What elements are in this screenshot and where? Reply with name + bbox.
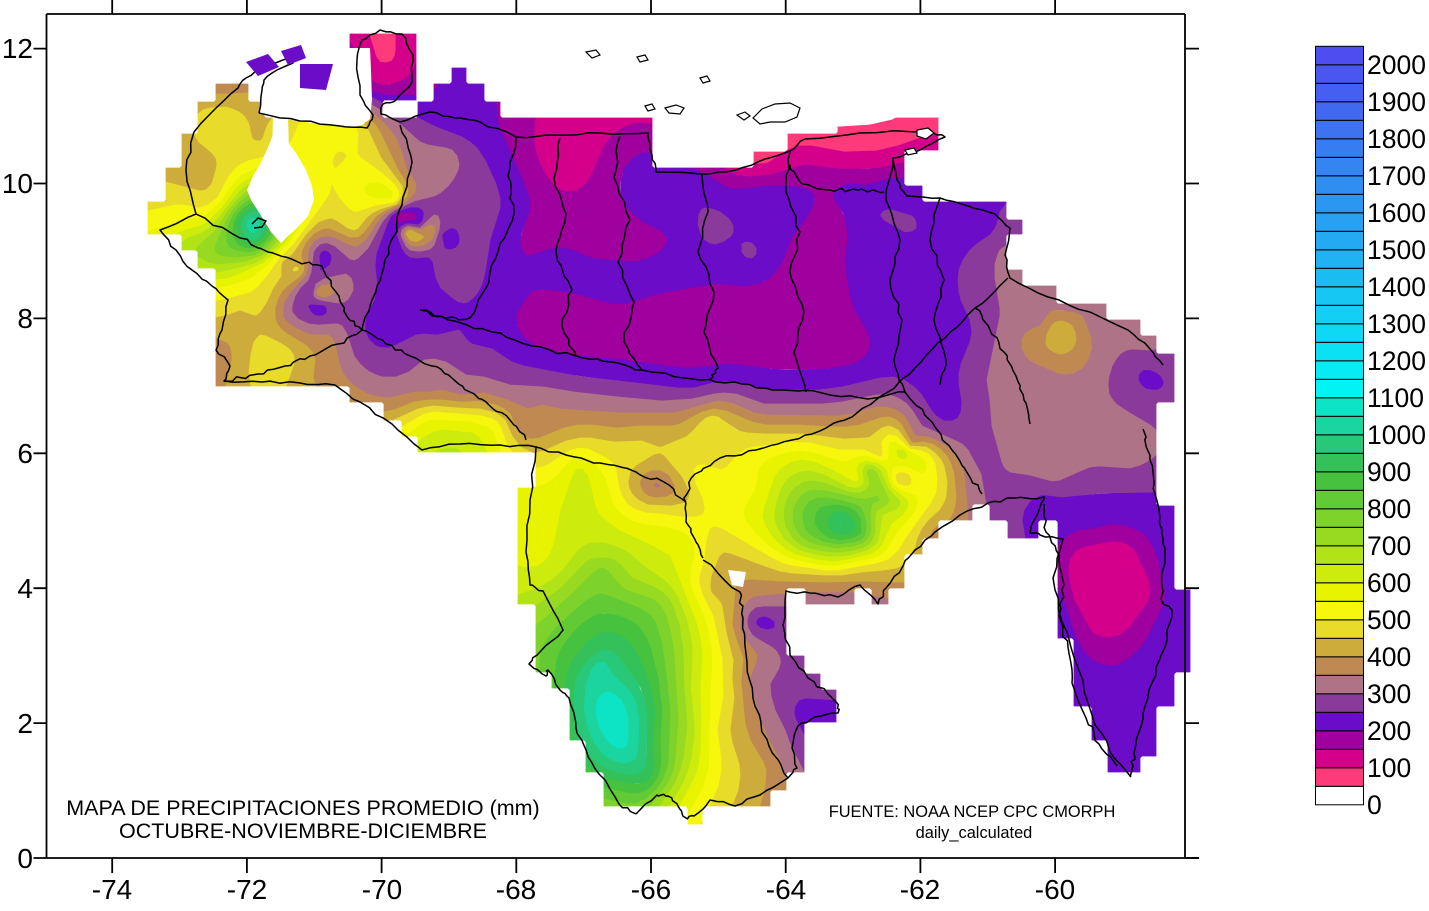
svg-text:OCTUBRE-NOVIEMBRE-DICIEMBRE: OCTUBRE-NOVIEMBRE-DICIEMBRE <box>119 819 487 843</box>
svg-text:800: 800 <box>1367 494 1411 524</box>
svg-text:10: 10 <box>2 168 33 199</box>
svg-text:200: 200 <box>1367 716 1411 746</box>
svg-text:1200: 1200 <box>1367 346 1426 376</box>
svg-text:-64: -64 <box>766 874 806 905</box>
svg-text:12: 12 <box>2 33 33 64</box>
svg-text:6: 6 <box>17 438 33 469</box>
svg-text:0: 0 <box>17 843 33 874</box>
svg-text:-70: -70 <box>362 874 402 905</box>
svg-text:4: 4 <box>17 573 33 604</box>
svg-text:2: 2 <box>17 708 33 739</box>
svg-text:1400: 1400 <box>1367 272 1426 302</box>
svg-text:600: 600 <box>1367 568 1411 598</box>
svg-text:8: 8 <box>17 303 33 334</box>
svg-text:-62: -62 <box>900 874 940 905</box>
svg-text:1600: 1600 <box>1367 198 1426 228</box>
svg-text:1100: 1100 <box>1367 383 1424 413</box>
svg-text:1700: 1700 <box>1367 161 1426 191</box>
svg-text:700: 700 <box>1367 531 1411 561</box>
svg-text:900: 900 <box>1367 457 1411 487</box>
svg-text:100: 100 <box>1367 753 1411 783</box>
svg-text:-74: -74 <box>92 874 132 905</box>
svg-text:-66: -66 <box>631 874 671 905</box>
svg-text:FUENTE: NOAA NCEP CPC CMORPH: FUENTE: NOAA NCEP CPC CMORPH <box>829 803 1116 821</box>
svg-text:400: 400 <box>1367 642 1411 672</box>
svg-text:2000: 2000 <box>1367 50 1426 80</box>
svg-text:1800: 1800 <box>1367 124 1426 154</box>
svg-text:-60: -60 <box>1035 874 1075 905</box>
svg-text:daily_calculated: daily_calculated <box>916 824 1033 842</box>
svg-text:1900: 1900 <box>1367 87 1426 117</box>
svg-text:1300: 1300 <box>1367 309 1426 339</box>
svg-text:1000: 1000 <box>1367 420 1426 450</box>
svg-text:1500: 1500 <box>1367 235 1426 265</box>
svg-text:300: 300 <box>1367 679 1411 709</box>
svg-text:500: 500 <box>1367 605 1411 635</box>
svg-text:MAPA DE PRECIPITACIONES PROMED: MAPA DE PRECIPITACIONES PROMEDIO (mm) <box>66 796 539 820</box>
svg-text:-72: -72 <box>227 874 267 905</box>
svg-text:0: 0 <box>1367 790 1382 820</box>
svg-text:-68: -68 <box>496 874 536 905</box>
